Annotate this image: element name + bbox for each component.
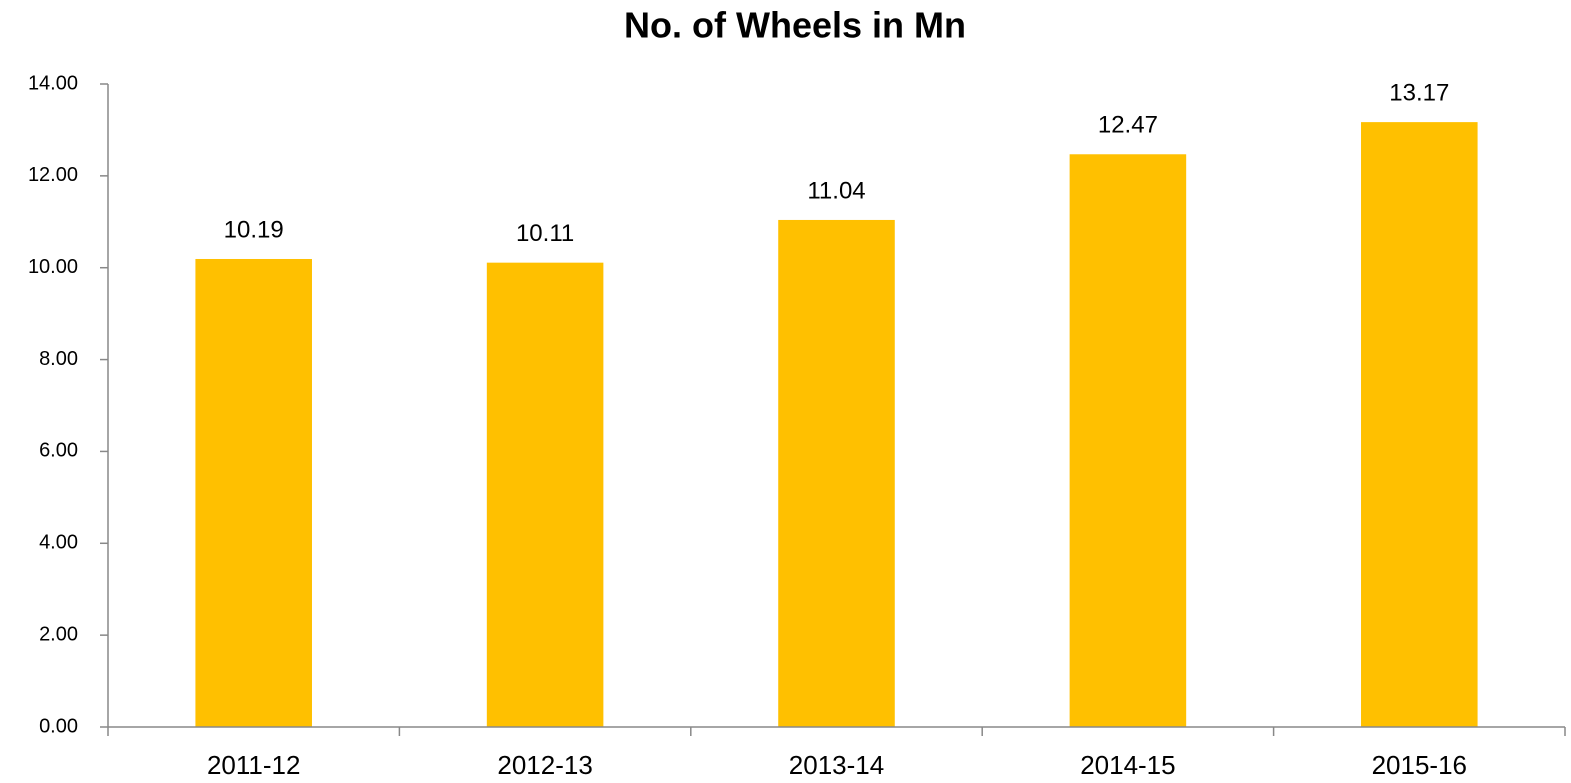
y-tick-label: 4.00	[39, 532, 78, 554]
data-label: 12.47	[1098, 112, 1158, 139]
x-tick-label: 2015-16	[1372, 750, 1467, 780]
bar	[1069, 154, 1187, 727]
y-tick-label: 0.00	[39, 715, 78, 737]
y-tick-label: 14.00	[28, 72, 78, 94]
y-tick-label: 8.00	[39, 348, 78, 370]
data-label: 13.17	[1389, 79, 1449, 106]
x-tick-label: 2013-14	[789, 750, 884, 780]
bar	[1361, 122, 1478, 727]
x-tick-label: 2014-15	[1080, 750, 1175, 780]
x-tick-label: 2011-12	[207, 750, 301, 780]
bar	[195, 258, 312, 727]
x-tick-label: 2012-13	[497, 750, 592, 780]
data-label: 10.19	[224, 216, 284, 243]
bar	[778, 219, 895, 727]
y-tick-label: 2.00	[39, 623, 78, 645]
y-tick-label: 10.00	[28, 256, 78, 278]
bar	[486, 262, 604, 727]
data-label: 11.04	[807, 177, 865, 204]
y-tick-label: 6.00	[39, 440, 78, 462]
y-tick-label: 12.00	[28, 164, 78, 186]
chart-title: No. of Wheels in Mn	[624, 5, 966, 46]
data-label: 10.11	[516, 220, 574, 247]
